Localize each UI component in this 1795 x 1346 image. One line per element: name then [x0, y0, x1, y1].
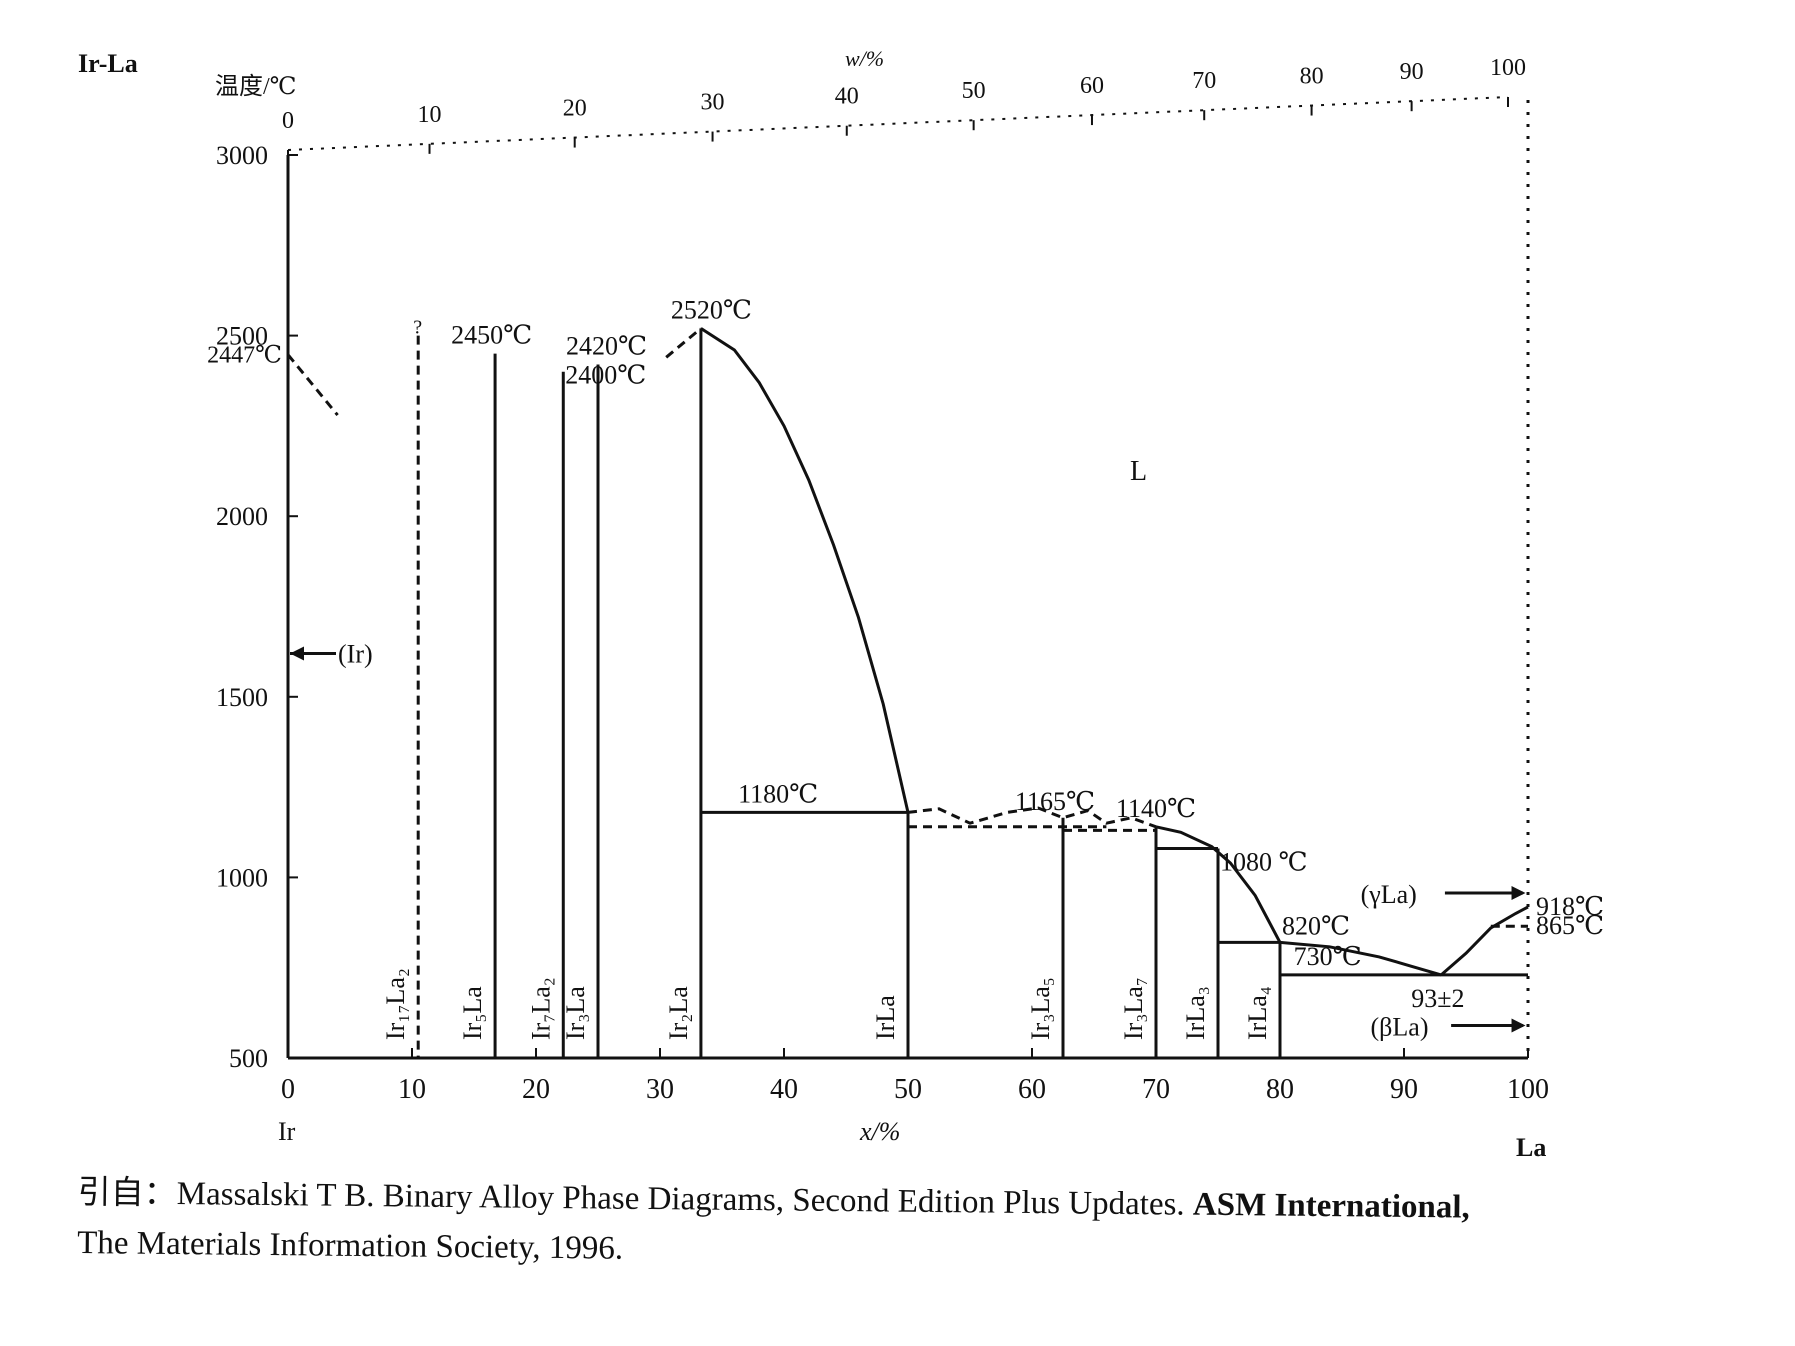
y-tick-label: 2000 — [216, 502, 268, 531]
compound-temp-label: 2450℃ — [451, 321, 532, 350]
top-tick-label: 90 — [1400, 59, 1424, 85]
phase-diagram: 0 10 20 30 40 50 60 70 80 90 100 50010001500200025… — [78, 46, 1604, 1160]
right-element-label: La — [1516, 1133, 1546, 1160]
liquidus-eutectic-left — [1279, 940, 1442, 977]
x-tick-label: 60 — [1018, 1074, 1046, 1105]
beta-la-label: (βLa) — [1371, 1012, 1429, 1041]
liquid-phase-label: L — [1130, 456, 1147, 487]
top-tick-label: 0 — [282, 108, 294, 134]
gamma-la-temp: 918℃ — [1536, 892, 1604, 921]
isotherm-label: 1180℃ — [738, 779, 818, 808]
x-tick-label: 70 — [1142, 1074, 1170, 1105]
x-tick-label: 10 — [398, 1074, 426, 1105]
y-axis: 500 1000 1500 2000 2500 3000 — [216, 141, 298, 1073]
y-tick-label: 500 — [229, 1044, 268, 1073]
x-axis-title: x/% — [859, 1117, 900, 1146]
x-tick-label: 0 — [281, 1074, 295, 1105]
liquidus-ir3la7 — [1155, 825, 1282, 944]
top-tick-label: 70 — [1192, 68, 1216, 94]
y-tick-label: 1500 — [216, 683, 268, 712]
liquidus-ir2la — [700, 327, 910, 813]
gamma-la-arrowhead — [1511, 886, 1526, 901]
compound-temp-label: 1080 ℃ — [1220, 848, 1308, 877]
liquidus-dashed-middle — [907, 806, 1157, 829]
top-tick-label: 20 — [563, 96, 587, 122]
gamma-la-label: (γLa) — [1361, 880, 1417, 909]
compound-question-mark: ? — [413, 317, 422, 339]
compound-name: Ir₇La₂ — [526, 977, 555, 1040]
compound-temp-label: 2400℃ — [565, 361, 646, 390]
ir-arrow-head — [290, 646, 304, 661]
x-tick-label: 40 — [770, 1074, 798, 1105]
compound-temp-label: 1140℃ — [1116, 794, 1196, 823]
compound-name: Ir₂La — [664, 986, 693, 1040]
y-axis-title: 温度/℃ — [215, 73, 297, 100]
x-tick-label: 90 — [1390, 1074, 1418, 1105]
compound-name: Ir₅La — [458, 986, 487, 1040]
citation-prefix: 引自： — [77, 1174, 177, 1213]
citation-publisher: ASM International, — [1192, 1186, 1470, 1226]
citation: 引自：Massalski T B. Binary Alloy Phase Dia… — [77, 1168, 1778, 1286]
x-tick-label: 80 — [1266, 1074, 1294, 1105]
top-tick-label: 30 — [701, 90, 725, 116]
top-tick-label: 60 — [1080, 73, 1104, 99]
eutectic-label: 93±2 — [1411, 984, 1464, 1013]
compound-lines: ? Ir₁₇La₂ Ir₅La Ir₇La₂ Ir₃La Ir₂La IrLa Ir₃La₅ I… — [381, 317, 1282, 1058]
ir-liquidus-dashed — [286, 353, 339, 417]
ir2la-dashed-top — [665, 327, 702, 359]
liquidus-eutectic-right — [1440, 905, 1529, 977]
compound-temp-label: 2420℃ — [566, 331, 647, 360]
system-label: Ir-La — [78, 49, 138, 78]
compound-name: Ir₃La₅ — [1026, 977, 1055, 1040]
compound-temp-label: 820℃ — [1282, 911, 1350, 940]
x-tick-label: 50 — [894, 1074, 922, 1105]
beta-la-temp: 865℃ — [1536, 911, 1604, 940]
citation-text: Massalski T B. Binary Alloy Phase Diagra… — [176, 1176, 1194, 1223]
top-tick-label: 100 — [1490, 55, 1526, 81]
x-tick-label: 100 — [1507, 1074, 1549, 1105]
top-tick-label: 10 — [418, 102, 442, 128]
x-tick-label: 20 — [522, 1074, 550, 1105]
compound-name: Ir₁₇La₂ — [381, 968, 410, 1040]
ir-phase-label: (Ir) — [338, 639, 373, 668]
top-axis-title: w/% — [845, 46, 884, 71]
phase-boundaries — [286, 327, 1529, 977]
y-tick-label: 3000 — [216, 141, 268, 170]
top-tick-label: 80 — [1300, 64, 1324, 90]
isotherm-label: 730℃ — [1294, 942, 1362, 971]
compound-temp-label: 1165℃ — [1015, 787, 1095, 816]
ir-melt-label: 2447℃ — [207, 343, 282, 369]
compound-name: IrLa₄ — [1243, 986, 1272, 1040]
top-axis: 0 10 20 30 40 50 60 70 80 90 100 — [282, 55, 1526, 160]
compound-name: Ir₃La₇ — [1119, 977, 1148, 1040]
compound-name: IrLa₃ — [1181, 986, 1210, 1040]
x-axis: 0 10 20 30 40 50 60 70 80 90 100 — [281, 1048, 1549, 1105]
x-tick-label: 30 — [646, 1074, 674, 1105]
beta-la-arrowhead — [1511, 1018, 1526, 1033]
compound-name: IrLa — [871, 995, 900, 1040]
y-tick-label: 1000 — [216, 863, 268, 892]
top-tick-label: 50 — [962, 78, 986, 104]
compound-temp-label: 2520℃ — [671, 295, 752, 324]
compound-name: Ir₃La — [561, 986, 590, 1040]
left-element-label: Ir — [278, 1117, 296, 1146]
y-tick-label: 2500 — [216, 322, 268, 351]
top-tick-label: 40 — [835, 84, 859, 110]
top-axis-line — [287, 96, 1509, 151]
